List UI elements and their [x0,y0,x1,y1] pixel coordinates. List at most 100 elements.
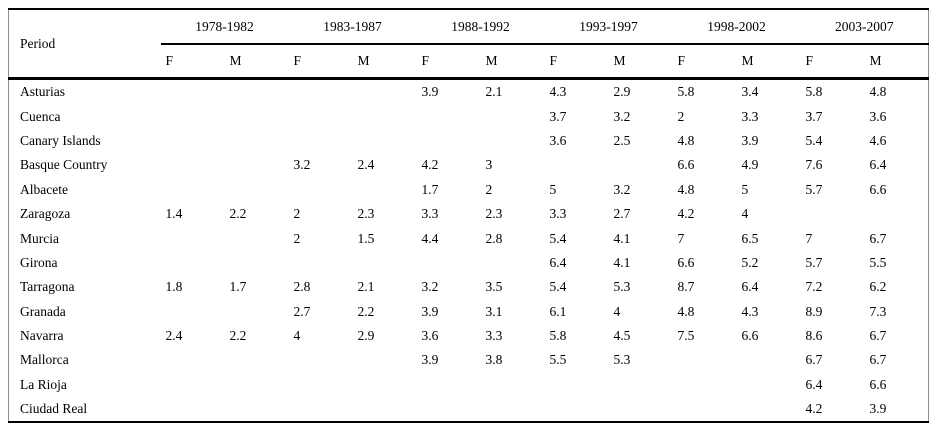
paper-table-figure: Period 1978-1982 1983-1987 1988-1992 1993-1… [8,8,929,423]
data-cell: 2.9 [613,84,631,100]
period-corner-label: Period [8,9,161,80]
data-cell: 5.4 [549,279,567,295]
data-cell: 4.5 [613,328,631,344]
data-cell: 6.6 [677,254,695,270]
data-cell: 5.3 [613,352,631,368]
data-cell: 3.6 [549,132,567,148]
data-cell: 2 [293,206,301,222]
data-cell [225,226,289,250]
data-cell: 4.1 [613,254,631,270]
table-row: Murcia 2 1.5 4.4 2.8 5.4 4.1 7 6.5 7 6.7 [9,226,929,250]
data-cell: 4.9 [741,157,759,173]
data-cell: 2.2 [357,303,375,319]
data-cell: 5.8 [677,84,695,100]
data-cell: 3.2 [421,279,439,295]
table-row: Tarragona 1.8 1.7 2.8 2.1 3.2 3.5 5.4 5.3 8.7 6.4 7… [9,275,929,299]
data-cell [161,300,225,324]
data-cell [481,129,545,153]
data-cell: 7.2 [805,279,823,295]
data-cell [673,348,737,372]
row-label: Albacete [20,181,68,197]
data-cell: 5.2 [741,254,759,270]
data-cell: 3.7 [549,108,567,124]
data-cell: 4.8 [869,84,887,100]
data-cell: 4.6 [869,132,887,148]
data-cell: 8.7 [677,279,695,295]
row-label: Tarragona [20,279,75,295]
data-cell [545,373,609,397]
data-cell [417,373,481,397]
data-cell [161,153,225,177]
data-cell: 3.6 [421,328,439,344]
data-cell: 4.1 [613,230,631,246]
data-cell: 2 [485,181,493,197]
data-cell [161,129,225,153]
data-cell [225,153,289,177]
data-cell: 8.6 [805,328,823,344]
data-cell [737,348,801,372]
data-cell [609,153,673,177]
data-cell: 3.3 [741,108,759,124]
sub-header: M [480,44,545,80]
data-cell: 6.1 [549,303,567,319]
data-cell [225,79,289,105]
data-cell: 5.3 [613,279,631,295]
period-header-row: Period 1978-1982 1983-1987 1988-1992 1993-1… [8,9,929,80]
data-cell [353,79,417,105]
data-cell: 5.5 [549,352,567,368]
row-label: Asturias [20,84,65,100]
data-cell: 4.3 [549,84,567,100]
data-cell [609,373,673,397]
data-cell: 7 [805,230,813,246]
data-cell [353,348,417,372]
data-cell: 3.9 [421,303,439,319]
sub-header: M [736,44,801,80]
data-cell: 1.4 [165,206,183,222]
sub-header: F [544,44,609,80]
data-cell: 5.7 [805,254,823,270]
data-cell [225,348,289,372]
data-cell [481,373,545,397]
sub-header: F [800,44,865,80]
data-cell [289,129,353,153]
data-cell: 4 [741,206,749,222]
data-cell [865,202,929,226]
data-cell: 3.2 [613,108,631,124]
data-cell [225,251,289,275]
data-cell: 2.4 [357,157,375,173]
data-cell: 4.8 [677,303,695,319]
table-row: Granada 2.7 2.2 3.9 3.1 6.1 4 4.8 4.3 8.9 7.3 [9,300,929,324]
data-cell [161,178,225,202]
sub-header: M [608,44,673,80]
data-cell: 6.6 [677,157,695,173]
data-cell: 2.5 [613,132,631,148]
data-cell: 2.1 [485,84,503,100]
table-row: Albacete 1.7 2 5 3.2 4.8 5 5.7 6.6 [9,178,929,202]
data-cell [481,104,545,128]
table-row: Zaragoza 1.4 2.2 2 2.3 3.3 2.3 3.3 2.7 4.2 4 [9,202,929,226]
data-cell [225,129,289,153]
data-table: Period 1978-1982 1983-1987 1988-1992 1993-1… [8,8,929,423]
data-cell: 6.7 [869,230,887,246]
table-row: Mallorca 3.9 3.8 5.5 5.3 6.7 6.7 [9,348,929,372]
data-cell: 6.4 [549,254,567,270]
data-cell: 2.7 [293,303,311,319]
table-row: Basque Country 3.2 2.4 4.2 3 6.6 4.9 7.6 6.4 [9,153,929,177]
data-cell: 2.7 [613,206,631,222]
data-cell: 3.7 [805,108,823,124]
data-cell: 3.2 [613,181,631,197]
data-cell: 2 [293,230,301,246]
data-cell: 2 [677,108,685,124]
data-cell: 3.8 [485,352,503,368]
data-cell: 3.3 [421,206,439,222]
row-label: Mallorca [20,352,69,368]
data-cell: 1.7 [421,181,439,197]
data-cell: 4.2 [421,157,439,173]
sub-header: F [672,44,737,80]
data-cell: 3.6 [869,108,887,124]
data-cell [801,202,865,226]
period-group-header: 1993-1997 [544,9,673,45]
data-cell: 6.6 [869,376,887,392]
data-cell [225,178,289,202]
